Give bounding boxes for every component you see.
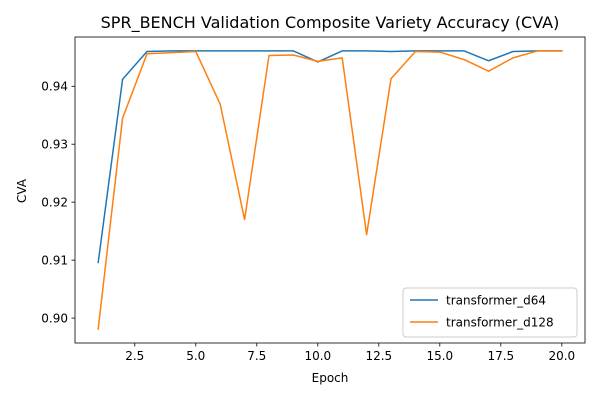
legend-box: [402, 287, 578, 338]
axes-frame: [74, 36, 586, 344]
legend-label-transformer_d64: transformer_d64: [446, 293, 546, 307]
y-tick-label: 0.93: [41, 138, 68, 152]
y-tick-label: 0.91: [41, 253, 68, 267]
y-tick-label: 0.94: [41, 80, 68, 94]
x-tick-label: 12.5: [365, 349, 392, 363]
plot-area: 2.5 5.0 7.5 10.0 12.5 15.0 17.5 20.0 0.90 0.91 0.9…: [41, 36, 586, 363]
y-tick-label: 0.90: [41, 311, 68, 325]
series-line-transformer_d128: [97, 50, 563, 330]
legend-label-transformer_d128: transformer_d128: [446, 315, 554, 329]
chart-title: SPR_BENCH Validation Composite Variety A…: [101, 13, 560, 33]
x-tick-label: 7.5: [247, 349, 266, 363]
x-tick-label: 10.0: [304, 349, 331, 363]
x-tick-label: 2.5: [125, 349, 144, 363]
y-tick-label: 0.92: [41, 195, 68, 209]
x-tick-label: 17.5: [487, 349, 514, 363]
x-tick-label: 5.0: [186, 349, 205, 363]
legend: transformer_d64 transformer_d128: [402, 287, 578, 338]
x-tick-label: 15.0: [426, 349, 453, 363]
series-line-transformer_d64: [97, 50, 563, 264]
x-axis-label: Epoch: [312, 371, 349, 385]
y-axis-label: CVA: [15, 178, 29, 203]
x-tick-label: 20.0: [548, 349, 575, 363]
